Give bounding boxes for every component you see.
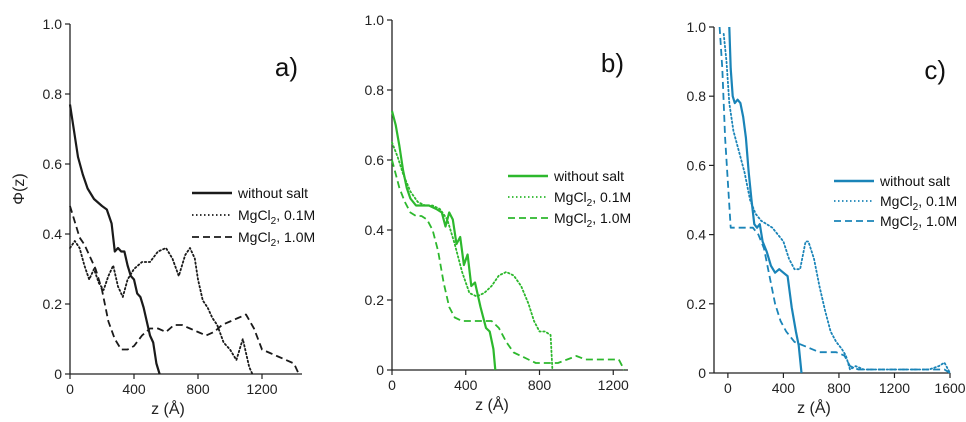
series-line-solid: [390, 110, 497, 371]
x-axis-label: z (Å): [151, 399, 185, 418]
series-line-dotted: [391, 141, 554, 371]
legend-entry: without salt: [237, 185, 308, 201]
x-tick-label: 0: [66, 381, 74, 397]
panel-label: b): [601, 48, 624, 78]
y-axis-label: Φ(z): [11, 173, 28, 204]
y-tick-label: 0: [376, 362, 384, 378]
chart-panel-3: 0 0.2 0.4 0.6 0.8 1.0 0 400 800 1200 1600 z (Å) c) w…: [687, 19, 966, 417]
x-tick-label: 1200: [598, 377, 629, 393]
series-line-dotted: [69, 240, 254, 375]
x-tick-label: 400: [122, 381, 146, 397]
series-line-dashed: [391, 159, 626, 371]
y-tick-label: 0.6: [365, 152, 385, 168]
x-tick-label: 800: [827, 380, 851, 396]
legend-entry: without salt: [553, 168, 624, 184]
x-tick-label: 1200: [879, 380, 910, 396]
y-tick-label: 0.2: [687, 296, 707, 312]
x-tick-label: 1200: [246, 381, 277, 397]
y-tick-label: 0.2: [365, 292, 385, 308]
y-tick-label: 1.0: [43, 16, 63, 32]
x-tick-label: 800: [528, 377, 552, 393]
legend-entry: MgCl2, 1.0M: [880, 213, 957, 233]
x-tick-label: 400: [454, 377, 478, 393]
legend-entry: MgCl2, 0.1M: [554, 189, 631, 209]
x-tick-label: 400: [772, 380, 796, 396]
y-tick-label: 0.4: [43, 226, 63, 242]
y-tick-label: 0.8: [43, 86, 63, 102]
series-line-solid: [68, 104, 161, 375]
panel-label: a): [275, 52, 298, 82]
y-tick-label: 1.0: [365, 12, 385, 28]
y-tick-label: 0: [54, 366, 62, 382]
y-tick-label: 0.6: [687, 157, 707, 173]
legend-entry: MgCl2, 1.0M: [554, 210, 631, 230]
y-tick-label: 1.0: [687, 19, 707, 35]
y-tick-label: 0.6: [43, 156, 63, 172]
legend-entry: MgCl2, 1.0M: [238, 229, 315, 249]
x-axis-label: z (Å): [475, 395, 509, 414]
chart-panel-1: 0 0.2 0.4 0.6 0.8 1.0 0 400 800 1200 z (Å) Φ(z) a) w…: [11, 16, 315, 418]
legend-entry: without salt: [879, 173, 950, 189]
y-tick-label: 0.8: [687, 88, 707, 104]
y-tick-label: 0.8: [365, 82, 385, 98]
x-tick-label: 1600: [934, 380, 965, 396]
x-tick-label: 0: [388, 377, 396, 393]
x-tick-label: 0: [724, 380, 732, 396]
chart-panel-2: 0 0.2 0.4 0.6 0.8 1.0 0 400 800 1200 z (Å) b) witho…: [365, 12, 632, 414]
legend-entry: MgCl2, 0.1M: [238, 207, 315, 227]
panel-label: c): [924, 55, 946, 85]
y-tick-label: 0: [698, 365, 706, 381]
legend-entry: MgCl2, 0.1M: [880, 193, 957, 213]
y-tick-label: 0.4: [687, 227, 707, 243]
x-tick-label: 800: [186, 381, 210, 397]
series-line-dashed: [718, 26, 951, 374]
series-line-dashed: [69, 205, 300, 375]
y-tick-label: 0.2: [43, 296, 63, 312]
y-tick-label: 0.4: [365, 222, 385, 238]
x-axis-label: z (Å): [797, 398, 831, 417]
series-line-solid: [728, 26, 803, 374]
